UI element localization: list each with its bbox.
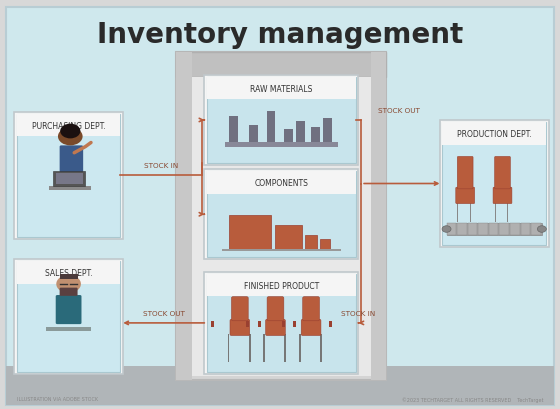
Bar	[284, 129, 293, 142]
Bar	[442, 123, 546, 245]
Text: ©2023 TECHTARGET ALL RIGHTS RESERVED    TechTarget: ©2023 TECHTARGET ALL RIGHTS RESERVED Tec…	[402, 396, 543, 402]
Bar	[204, 170, 358, 260]
Bar	[207, 274, 356, 372]
Bar	[17, 115, 120, 237]
FancyBboxPatch shape	[458, 157, 473, 189]
Text: STOCK IN: STOCK IN	[341, 310, 376, 316]
Bar	[17, 262, 120, 372]
Bar	[296, 121, 305, 142]
Text: STOCK IN: STOCK IN	[144, 163, 178, 169]
Bar	[192, 78, 371, 376]
Bar	[17, 262, 120, 284]
Bar	[176, 53, 386, 78]
Bar	[293, 321, 296, 328]
Text: PURCHASING DEPT.: PURCHASING DEPT.	[32, 121, 105, 130]
Bar	[442, 123, 546, 145]
Bar	[176, 53, 192, 380]
Text: Inventory management: Inventory management	[97, 21, 463, 49]
Circle shape	[60, 124, 81, 139]
FancyBboxPatch shape	[59, 288, 77, 296]
Circle shape	[56, 275, 81, 293]
Bar	[207, 172, 356, 258]
Bar	[510, 224, 520, 235]
Bar	[478, 224, 488, 235]
Bar	[458, 203, 459, 223]
Bar	[211, 321, 214, 328]
FancyBboxPatch shape	[230, 319, 250, 336]
FancyBboxPatch shape	[231, 297, 248, 321]
Text: STOCK OUT: STOCK OUT	[378, 108, 420, 113]
Bar	[323, 119, 332, 142]
FancyBboxPatch shape	[303, 297, 319, 321]
Bar	[311, 127, 320, 142]
Bar	[507, 203, 508, 223]
FancyBboxPatch shape	[265, 319, 285, 336]
Text: RAW MATERIALS: RAW MATERIALS	[250, 85, 312, 94]
Bar	[49, 186, 91, 190]
Bar	[470, 203, 471, 223]
Bar	[14, 260, 123, 374]
FancyBboxPatch shape	[59, 146, 83, 173]
Text: FINISHED PRODUCT: FINISHED PRODUCT	[244, 281, 319, 290]
Bar	[371, 53, 386, 380]
Bar	[17, 115, 120, 137]
Circle shape	[442, 226, 451, 233]
Bar	[207, 78, 356, 100]
Bar	[56, 174, 83, 185]
FancyBboxPatch shape	[55, 295, 82, 324]
Bar	[440, 121, 549, 247]
Bar	[263, 335, 265, 362]
Bar	[225, 142, 338, 147]
Bar	[457, 224, 466, 235]
FancyBboxPatch shape	[494, 157, 510, 189]
Text: COMPONENTS: COMPONENTS	[254, 179, 309, 188]
FancyBboxPatch shape	[493, 188, 512, 204]
Bar	[267, 112, 276, 142]
Bar	[176, 53, 386, 380]
Text: PRODUCTION DEPT.: PRODUCTION DEPT.	[457, 130, 531, 139]
Bar	[276, 225, 302, 249]
Bar	[305, 236, 317, 249]
Bar	[258, 321, 261, 328]
FancyBboxPatch shape	[267, 297, 284, 321]
Bar	[207, 172, 356, 194]
Bar	[282, 321, 285, 328]
Bar	[59, 274, 77, 279]
Bar	[246, 321, 249, 328]
Bar	[468, 224, 477, 235]
Bar	[249, 126, 258, 142]
Bar	[204, 272, 358, 374]
Bar	[204, 76, 358, 166]
Bar	[249, 335, 250, 362]
Bar	[299, 335, 301, 362]
Bar	[500, 224, 509, 235]
Bar	[207, 274, 356, 297]
Bar	[14, 112, 123, 239]
Circle shape	[538, 226, 547, 233]
Bar	[446, 224, 456, 235]
Bar	[207, 78, 356, 164]
Bar	[46, 327, 91, 331]
Bar	[53, 172, 85, 186]
FancyBboxPatch shape	[456, 188, 474, 204]
Bar	[227, 335, 229, 362]
Bar	[489, 224, 498, 235]
Bar	[230, 117, 239, 142]
Text: ILLUSTRATION VIA ADOBE STOCK: ILLUSTRATION VIA ADOBE STOCK	[17, 396, 98, 401]
Text: SALES DEPT.: SALES DEPT.	[45, 269, 92, 278]
Bar	[284, 335, 286, 362]
Bar	[230, 215, 271, 249]
FancyBboxPatch shape	[301, 319, 321, 336]
Circle shape	[58, 128, 83, 146]
Bar	[521, 224, 530, 235]
Bar	[329, 321, 332, 328]
Bar	[320, 239, 330, 249]
Bar	[222, 249, 340, 252]
Bar	[494, 203, 496, 223]
Bar	[446, 224, 542, 235]
Bar	[531, 224, 541, 235]
Bar	[6, 366, 554, 405]
Text: STOCK OUT: STOCK OUT	[143, 310, 185, 316]
Bar	[320, 335, 322, 362]
